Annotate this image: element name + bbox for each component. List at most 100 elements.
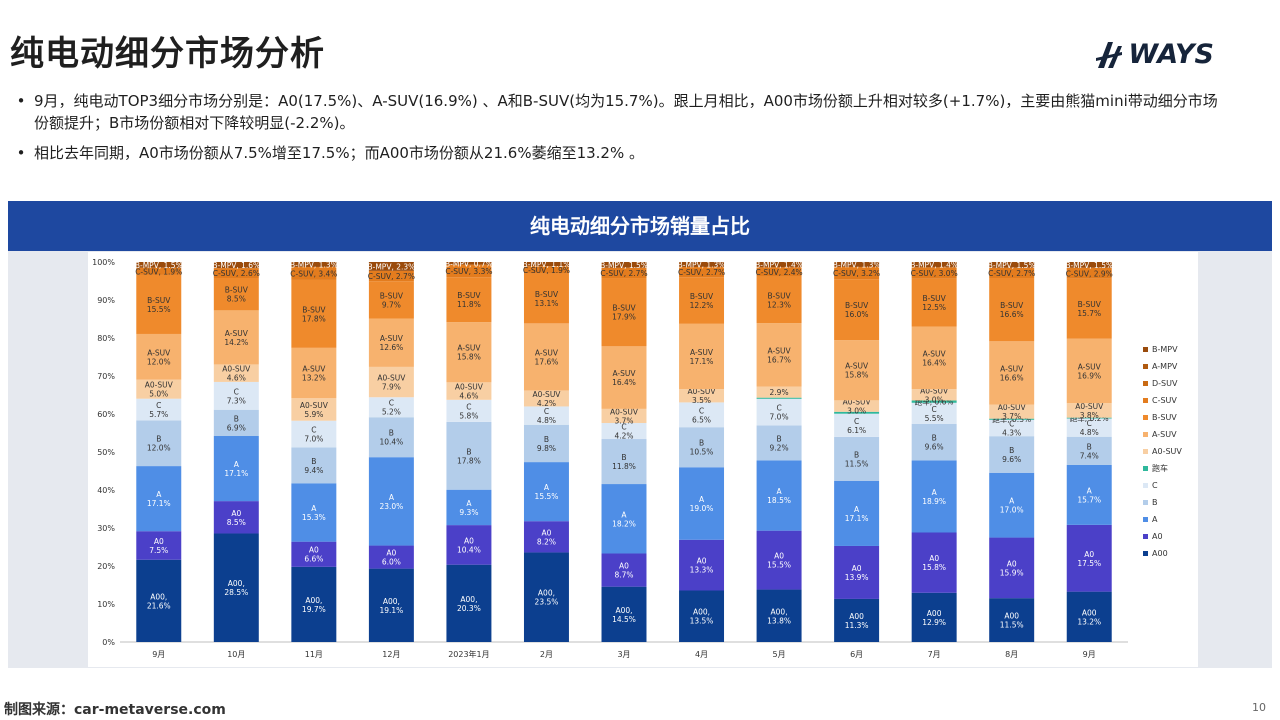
bar-segment (213, 277, 259, 311)
bar-segment (989, 419, 1035, 437)
data-label: A00, 19.7% (302, 596, 326, 614)
data-label-line: C (156, 401, 161, 410)
data-label: A00, 14.5% (612, 606, 636, 624)
data-label-line: 9.4% (304, 466, 323, 475)
data-label-line: C-SUV, 3.4% (290, 269, 337, 278)
bar-segment (523, 521, 569, 553)
y-tick-label: 90% (97, 296, 115, 305)
bar-segment (756, 262, 802, 268)
data-label-line: 3.7% (614, 416, 633, 425)
stacked-bar-chart: 0%10%20%30%40%50%60%70%80%90%100%A00, 21.… (92, 258, 1182, 659)
data-label-line: 15.8% (922, 563, 946, 572)
legend-label: A0 (1152, 532, 1163, 541)
data-label-line: C-SUV, 1.9% (523, 266, 570, 275)
data-label: B-MPV, 1.4% (910, 261, 958, 270)
data-label-line: 15.8% (845, 371, 869, 380)
data-label-line: 11.8% (457, 300, 481, 309)
data-label-line: A0-SUV (300, 401, 329, 410)
data-label-line: C-SUV, 2.7% (988, 269, 1035, 278)
data-label-line: B-MPV, 1.5% (135, 261, 183, 270)
data-label: A0 13.9% (845, 564, 869, 582)
bar-segment (213, 364, 259, 382)
data-label-line: 12.5% (922, 303, 946, 312)
data-label-line: C (389, 399, 394, 408)
y-tick-label: 80% (97, 334, 115, 343)
bar-segment (756, 323, 802, 387)
data-label-line: B-MPV, 1.5% (600, 261, 648, 270)
bar-segment (368, 457, 414, 546)
data-label-line: 17.8% (302, 314, 326, 323)
data-label: B-SUV 13.1% (535, 290, 559, 308)
bar-segment (834, 262, 880, 267)
bar-segment (291, 447, 337, 484)
data-label-line: 17.8% (457, 456, 481, 465)
data-label-line: 8.2% (537, 537, 556, 546)
legend-label: A-SUV (1152, 430, 1177, 439)
data-label: B 6.9% (227, 414, 246, 432)
data-label-line: 13.2% (302, 374, 326, 383)
data-label-line: A0 (774, 552, 784, 561)
data-label-line: 16.9% (1077, 371, 1101, 380)
data-label: A0 13.3% (690, 557, 714, 575)
data-label: A0-SUV 4.6% (455, 383, 484, 401)
bar-segment (1066, 464, 1112, 525)
bar-segment (911, 402, 957, 424)
bar-segment (136, 267, 182, 275)
data-label-line: A-SUV (535, 348, 559, 357)
data-label: B 10.5% (690, 439, 714, 457)
legend-label: 跑车 (1152, 463, 1168, 473)
data-label-line: A00, (228, 579, 245, 588)
data-label: C-SUV, 2.7% (368, 272, 415, 281)
page-title: 纯电动细分市场分析 (10, 34, 325, 74)
page-number: 10 (1252, 701, 1266, 714)
data-label: A0 8.7% (614, 562, 633, 580)
bar-segment (136, 379, 182, 399)
data-label-line: 4.3% (1002, 428, 1021, 437)
data-label-line: B (466, 447, 471, 456)
data-label-line: A (621, 510, 627, 519)
data-label: A0 10.4% (457, 536, 481, 554)
data-label-line: 4.8% (537, 416, 556, 425)
legend-label: A00 (1152, 549, 1168, 558)
data-label: A 9.3% (459, 499, 478, 517)
data-label-line: B-MPV, 1.4% (910, 261, 958, 270)
bar-segment (834, 340, 880, 401)
data-label-line: A00 (1004, 612, 1019, 621)
bar-segment (601, 278, 647, 347)
data-label-line: 3.0% (847, 407, 866, 416)
data-label-line: B (311, 457, 316, 466)
data-label: B-SUV 15.7% (1077, 300, 1101, 318)
data-label-line: A00, (460, 595, 477, 604)
data-label-line: A (932, 488, 938, 497)
data-label-line: 4.2% (614, 432, 633, 441)
data-label-line: C-SUV, 2.7% (678, 268, 725, 277)
data-label-line: 3.7% (1002, 412, 1021, 421)
data-label-line: 8.5% (227, 518, 246, 527)
data-label-line: 6.9% (227, 423, 246, 432)
data-label-line: B-MPV, 1.3% (678, 260, 726, 269)
bar-segment (213, 262, 259, 269)
data-label: B-MPV, 1.4% (755, 261, 803, 270)
bar-segment (989, 404, 1035, 419)
y-tick-label: 60% (97, 410, 115, 419)
bar-segment (446, 382, 492, 400)
bar-segment (756, 276, 802, 324)
bar-segment (213, 436, 259, 502)
bar-segment (1066, 262, 1112, 268)
data-label: C-SUV, 2.9% (1066, 269, 1113, 278)
data-label: A0-SUV 5.9% (300, 401, 329, 419)
data-label-line: A-SUV (690, 348, 714, 357)
data-label-line: A (311, 504, 317, 513)
bar-segment (911, 267, 957, 279)
data-label-line: C (466, 402, 471, 411)
data-label-line: B-SUV (457, 291, 481, 300)
data-label-line: 5.0% (149, 390, 168, 399)
data-label: A0 6.0% (382, 549, 401, 567)
data-label: A00, 28.5% (224, 579, 248, 597)
data-label-line: B-MPV, 2.3% (367, 262, 415, 271)
data-label-line: 15.3% (302, 513, 326, 522)
data-label-line: C-SUV, 2.6% (213, 269, 260, 278)
bullet-item: • 9月，纯电动TOP3细分市场分别是：A0(17.5%)、A-SUV(16.9… (8, 90, 1223, 134)
data-label-line: 17.1% (224, 469, 248, 478)
y-tick-label: 100% (92, 258, 115, 267)
